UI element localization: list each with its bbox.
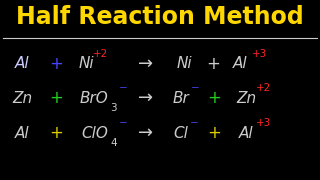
Text: 3: 3: [110, 103, 117, 113]
Text: +: +: [206, 55, 220, 73]
Text: →: →: [138, 89, 153, 107]
Text: 4: 4: [110, 138, 117, 148]
Text: Al: Al: [15, 56, 30, 71]
Text: +3: +3: [256, 118, 272, 128]
Text: +2: +2: [93, 49, 108, 59]
Text: +: +: [49, 124, 63, 142]
Text: BrO: BrO: [80, 91, 109, 106]
Text: Ni: Ni: [79, 56, 94, 71]
Text: +: +: [207, 124, 221, 142]
Text: −: −: [190, 118, 199, 128]
Text: −: −: [191, 83, 200, 93]
Text: Half Reaction Method: Half Reaction Method: [16, 5, 304, 29]
Text: +2: +2: [256, 83, 272, 93]
Text: Cl: Cl: [173, 126, 188, 141]
Text: Br: Br: [172, 91, 189, 106]
Text: Al: Al: [15, 126, 30, 141]
Text: −: −: [119, 118, 128, 128]
Text: ClO: ClO: [81, 126, 108, 141]
Text: +: +: [49, 55, 63, 73]
Text: +: +: [49, 89, 63, 107]
Text: Zn: Zn: [236, 91, 256, 106]
Text: Ni: Ni: [176, 56, 192, 71]
Text: →: →: [138, 124, 153, 142]
Text: Zn: Zn: [12, 91, 32, 106]
Text: +3: +3: [252, 49, 267, 59]
Text: +: +: [207, 89, 221, 107]
Text: Al: Al: [239, 126, 254, 141]
Text: −: −: [119, 83, 128, 93]
Text: →: →: [138, 55, 153, 73]
Text: Al: Al: [233, 56, 247, 71]
